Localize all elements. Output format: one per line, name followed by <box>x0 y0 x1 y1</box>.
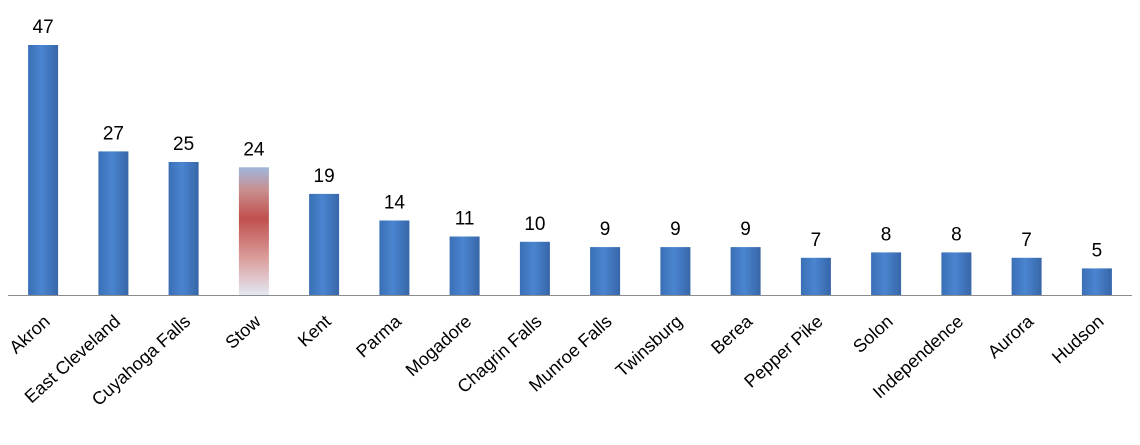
bar-akron <box>28 45 59 295</box>
bar-kent <box>309 193 340 295</box>
data-label-mogadore: 11 <box>455 209 475 230</box>
data-label-independence: 8 <box>951 224 962 245</box>
data-label-berea: 9 <box>740 219 751 240</box>
bar-cuyahoga-falls <box>168 162 199 295</box>
bar-east-cleveland <box>98 151 129 295</box>
data-label-kent: 19 <box>314 166 335 187</box>
bar-independence <box>941 252 972 295</box>
bar-stow <box>238 167 269 295</box>
tick-label-parma: Parma <box>352 310 406 361</box>
tick-label-twinsburg: Twinsburg <box>612 311 686 381</box>
tick-label-akron: Akron <box>5 311 53 357</box>
tick-label-stow: Stow <box>221 310 265 352</box>
bar-parma <box>379 220 410 295</box>
data-labels-layer: 47 27 25 24 19 14 11 10 9 9 9 7 8 8 7 5 <box>33 17 1103 261</box>
tick-label-berea: Berea <box>707 310 757 358</box>
tick-label-aurora: Aurora <box>984 310 1038 362</box>
data-label-munroe-falls: 9 <box>600 219 611 240</box>
data-label-twinsburg: 9 <box>670 219 681 240</box>
data-label-hudson: 5 <box>1092 240 1103 261</box>
bar-mogadore <box>449 236 480 295</box>
data-label-cuyahoga-falls: 25 <box>173 134 194 155</box>
tick-label-mogadore: Mogadore <box>402 311 476 380</box>
data-label-east-cleveland: 27 <box>103 123 124 144</box>
data-label-aurora: 7 <box>1021 230 1032 251</box>
bars-layer <box>28 45 1112 295</box>
data-label-akron: 47 <box>33 17 54 38</box>
data-label-parma: 14 <box>384 193 406 214</box>
tick-label-kent: Kent <box>294 311 335 351</box>
bar-hudson <box>1081 268 1112 295</box>
tick-label-solon: Solon <box>849 311 897 357</box>
bar-aurora <box>1011 257 1042 295</box>
tick-label-hudson: Hudson <box>1048 311 1107 367</box>
bar-twinsburg <box>660 247 691 295</box>
bar-chagrin-falls <box>519 241 550 295</box>
data-label-chagrin-falls: 10 <box>524 214 545 235</box>
bar-solon <box>871 252 902 295</box>
bar-berea <box>730 247 761 295</box>
data-label-pepper-pike: 7 <box>811 230 822 251</box>
bar-munroe-falls <box>590 247 621 295</box>
data-label-stow: 24 <box>243 139 265 160</box>
bar-pepper-pike <box>800 257 831 295</box>
data-label-solon: 8 <box>881 224 892 245</box>
